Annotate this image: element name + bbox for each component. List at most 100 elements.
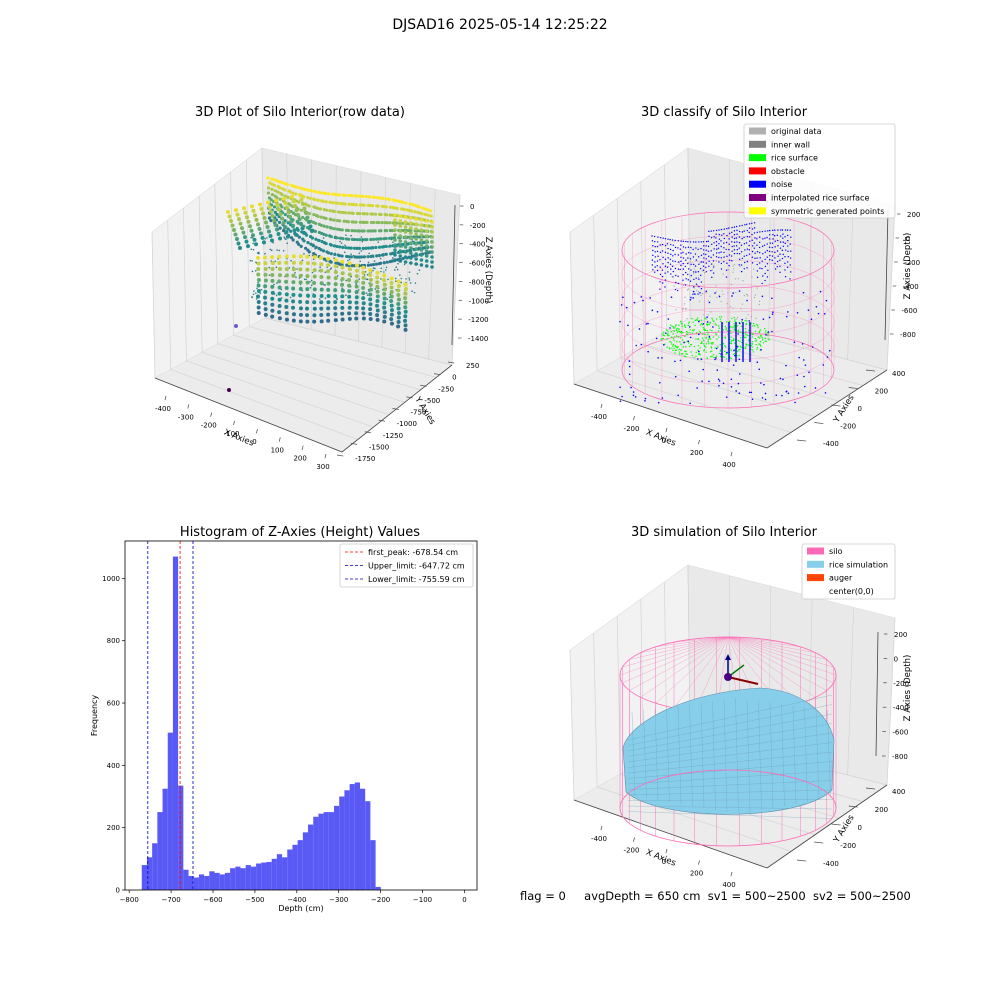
data-point — [347, 300, 352, 305]
noise-point — [782, 378, 784, 381]
rice-surface-point — [703, 349, 706, 351]
rice-surface-point — [720, 316, 723, 318]
noise-point — [672, 255, 674, 257]
data-point — [241, 230, 246, 235]
data-point — [389, 285, 394, 290]
data-point — [382, 205, 386, 209]
data-point — [366, 246, 371, 250]
rice-mesh-line — [781, 703, 785, 807]
x-tick-label: -400 — [591, 835, 607, 843]
rice-surface-point — [711, 355, 713, 358]
noise-point — [756, 270, 759, 272]
rice-surface-point — [745, 343, 748, 346]
data-point — [236, 241, 241, 246]
data-point — [374, 262, 379, 266]
rice-surface-point — [756, 346, 759, 349]
rice-surface-point — [760, 345, 762, 347]
data-point — [430, 230, 434, 234]
data-point — [269, 248, 272, 251]
noise-point — [738, 373, 741, 375]
noise-point — [712, 260, 715, 262]
data-point — [252, 242, 254, 245]
rice-mesh-line — [712, 700, 716, 811]
data-point — [281, 181, 285, 185]
noise-point — [789, 257, 792, 259]
noise-point — [661, 275, 664, 278]
data-point — [424, 229, 429, 233]
rice-surface-point — [688, 321, 691, 323]
data-point — [298, 319, 303, 324]
data-point — [375, 313, 380, 318]
noise-point — [666, 243, 669, 245]
rice-surface-point — [706, 323, 709, 326]
noise-point — [738, 392, 741, 395]
data-point — [365, 212, 369, 216]
data-point — [319, 281, 324, 286]
data-point — [364, 246, 368, 250]
data-point — [396, 268, 399, 271]
histogram-bar — [183, 869, 189, 890]
data-point — [319, 268, 324, 273]
noise-point — [708, 380, 710, 383]
data-point — [256, 256, 261, 260]
noise-point — [667, 238, 669, 240]
noise-point — [731, 245, 733, 248]
data-point — [340, 294, 345, 299]
histogram-bar — [193, 877, 199, 890]
inner-wall-point — [726, 303, 728, 305]
noise-point — [746, 223, 748, 226]
noise-point — [741, 237, 743, 240]
noise-point — [652, 269, 654, 271]
tick-mark — [814, 422, 824, 424]
noise-point — [669, 258, 672, 260]
rice-surface-point — [673, 330, 676, 332]
data-point — [263, 261, 268, 266]
noise-point — [688, 326, 691, 328]
rice-surface-point — [713, 320, 715, 322]
data-point — [361, 316, 366, 321]
rice-surface-point — [718, 327, 721, 329]
noise-point — [680, 256, 682, 258]
noise-point — [759, 262, 761, 264]
noise-point — [654, 261, 656, 263]
rice-surface-point — [670, 330, 672, 333]
inner-wall-point — [740, 308, 742, 310]
rice-mesh-line — [627, 732, 833, 763]
noise-point — [728, 264, 730, 267]
noise-point — [756, 276, 759, 279]
noise-point — [661, 250, 664, 252]
noise-point — [715, 241, 718, 243]
tick-mark — [796, 439, 807, 442]
data-point — [430, 260, 434, 264]
data-point — [389, 293, 392, 296]
data-point — [251, 236, 254, 239]
noise-point — [677, 282, 680, 285]
data-point — [277, 297, 282, 302]
noise-point — [702, 241, 705, 243]
noise-point — [720, 262, 723, 265]
histogram-bar — [245, 865, 251, 890]
histogram-plot — [122, 540, 478, 893]
data-point — [416, 210, 420, 214]
data-point — [291, 299, 296, 304]
inner-wall-point — [684, 303, 686, 305]
data-point — [302, 206, 307, 211]
rice-surface-point — [673, 339, 675, 342]
rice-surface-point — [719, 349, 722, 351]
rice-surface-point — [702, 333, 704, 335]
rice-surface-point — [667, 330, 669, 332]
tick-mark — [187, 404, 190, 409]
noise-point — [656, 260, 659, 262]
data-point — [270, 296, 275, 301]
data-point — [305, 254, 310, 259]
rice-mesh-line — [627, 751, 833, 774]
rice-surface-point — [756, 323, 758, 326]
data-point — [340, 305, 345, 310]
rice-surface-point — [720, 320, 722, 323]
data-point — [397, 262, 399, 265]
data-point — [390, 228, 394, 233]
data-point — [336, 201, 340, 205]
noise-point — [682, 240, 685, 243]
rice-surface-point — [730, 330, 732, 332]
